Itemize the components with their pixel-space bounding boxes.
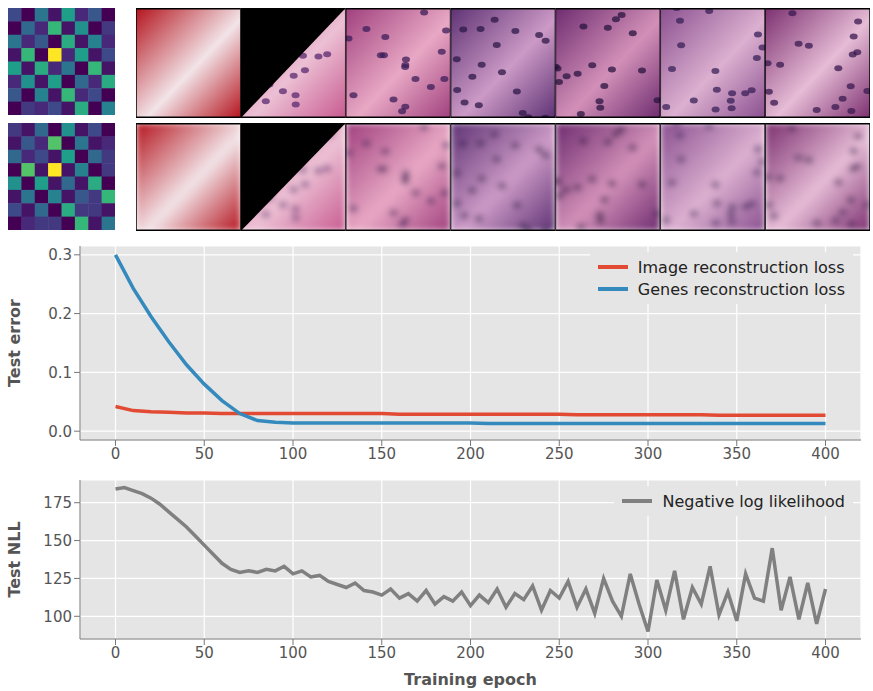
- svg-text:100: 100: [43, 608, 72, 626]
- svg-text:300: 300: [634, 644, 663, 662]
- svg-text:150: 150: [43, 532, 72, 550]
- svg-text:350: 350: [722, 644, 751, 662]
- svg-text:300: 300: [634, 445, 663, 463]
- svg-text:0.0: 0.0: [48, 423, 72, 441]
- svg-text:125: 125: [43, 570, 72, 588]
- svg-text:250: 250: [545, 644, 574, 662]
- svg-text:175: 175: [43, 494, 72, 512]
- svg-text:0.2: 0.2: [48, 305, 72, 323]
- svg-text:0: 0: [111, 644, 121, 662]
- svg-text:Test NLL: Test NLL: [5, 521, 24, 597]
- svg-text:350: 350: [722, 445, 751, 463]
- svg-text:50: 50: [195, 644, 214, 662]
- svg-text:400: 400: [811, 445, 840, 463]
- svg-text:200: 200: [456, 445, 485, 463]
- svg-text:150: 150: [367, 445, 396, 463]
- svg-text:50: 50: [195, 445, 214, 463]
- svg-text:100: 100: [279, 644, 308, 662]
- svg-text:Training epoch: Training epoch: [404, 670, 537, 689]
- svg-text:400: 400: [811, 644, 840, 662]
- html-text:Negative log likelihood: Negative log likelihood: [662, 491, 845, 511]
- svg-text:Test error: Test error: [5, 299, 24, 387]
- svg-text:0: 0: [111, 445, 121, 463]
- svg-text:150: 150: [367, 644, 396, 662]
- svg-text:250: 250: [545, 445, 574, 463]
- svg-text:100: 100: [279, 445, 308, 463]
- svg-text:0.1: 0.1: [48, 364, 72, 382]
- html-text:Image reconstruction loss: Image reconstruction loss: [637, 257, 845, 277]
- html-text:Genes reconstruction loss: Genes reconstruction loss: [637, 279, 845, 299]
- svg-text:200: 200: [456, 644, 485, 662]
- svg-text:0.3: 0.3: [48, 246, 72, 264]
